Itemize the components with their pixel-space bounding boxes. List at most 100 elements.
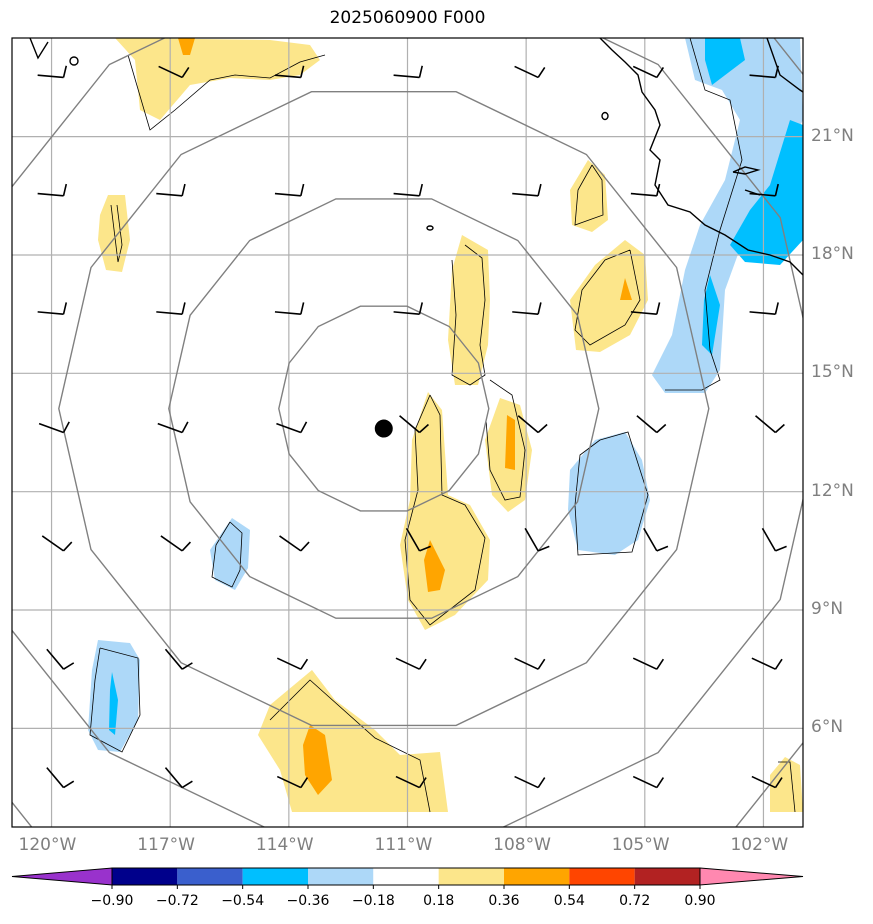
wind-barb: [514, 775, 546, 789]
wind-barb: [279, 535, 310, 552]
colorbar-tick-label: −0.72: [155, 893, 199, 909]
latitude-label: 12°N: [811, 480, 854, 501]
wind-barb: [524, 527, 550, 552]
positive-anomaly-region: [770, 757, 803, 812]
wind-barb: [514, 657, 546, 670]
longitude-label: 105°W: [611, 835, 670, 855]
wind-barb: [395, 775, 427, 789]
contour-line: [778, 761, 796, 813]
negative-anomaly-region: [568, 432, 650, 555]
wind-barb: [46, 648, 75, 670]
contour-line: [665, 38, 743, 391]
contour-line: [485, 379, 526, 501]
colorbar-segment: [177, 868, 243, 885]
wind-barb: [632, 657, 665, 670]
wind-barb: [164, 767, 193, 789]
range-ring: [278, 305, 490, 512]
colorbar-segment: [634, 868, 700, 885]
contour-line: [127, 54, 326, 131]
positive-anomaly-core: [424, 540, 445, 592]
contour-line: [211, 521, 243, 588]
colorbar-tick-label: −0.90: [90, 893, 134, 909]
colorbar-extend-low: [11, 867, 113, 886]
wind-barb: [630, 183, 661, 197]
colorbar-tick-label: −0.18: [351, 893, 395, 909]
negative-anomaly-core: [730, 120, 803, 265]
longitude-label: 108°W: [493, 835, 551, 855]
colorbar-tick-label: 0.18: [423, 893, 455, 909]
colorbar-segment: [308, 868, 374, 885]
negative-anomaly-core: [705, 38, 745, 85]
wind-barb: [37, 302, 68, 315]
wind-barb: [395, 657, 427, 670]
contour-line: [574, 431, 649, 556]
coastline-baja: [766, 38, 803, 93]
wind-barb: [46, 767, 75, 789]
colorbar-tick-label: 0.54: [553, 893, 585, 909]
wind-barb: [755, 415, 785, 434]
wind-barb: [405, 527, 431, 552]
wind-barb: [514, 65, 546, 79]
wind-barb: [517, 415, 548, 434]
wind-barb: [41, 535, 73, 552]
longitude-label: 114°W: [255, 835, 314, 855]
colorbar-frame: [111, 867, 701, 886]
wind-barb: [164, 648, 193, 670]
latitude-label: 6°N: [811, 717, 844, 738]
colorbar-tick-label: 0.36: [488, 893, 520, 909]
wind-barb: [643, 527, 669, 552]
island-outline: [426, 225, 434, 231]
range-ring: [168, 198, 600, 619]
wind-barb: [399, 415, 429, 434]
coastline: [29, 38, 803, 276]
longitude-label: 102°W: [730, 835, 789, 855]
positive-anomaly-region: [570, 160, 608, 232]
colorbar-tick-label: −0.54: [221, 893, 265, 909]
wind-barb: [632, 65, 665, 79]
positive-anomaly-region: [258, 670, 448, 812]
wind-barb: [37, 183, 68, 197]
wind-barb: [749, 65, 779, 79]
contour-line: [89, 647, 141, 753]
latitude-label: 15°N: [811, 362, 854, 383]
colorbar-tick-label: −0.36: [286, 893, 330, 909]
wind-barb: [512, 302, 542, 315]
wind-barb: [749, 302, 779, 315]
wind-barb: [512, 183, 542, 197]
map-title: 2025060900 F000: [329, 8, 486, 28]
range-ring: [58, 90, 710, 727]
positive-anomaly-core: [303, 725, 332, 795]
longitude-label: 111°W: [374, 835, 433, 855]
coastline-lake: [732, 166, 761, 175]
wind-barb: [749, 183, 779, 197]
positive-anomaly-region: [448, 235, 490, 385]
negative-anomaly-core: [109, 672, 118, 735]
island-outline: [69, 56, 79, 66]
wind-barbs: [37, 65, 787, 789]
wind-barb: [276, 657, 309, 670]
colorbar-segment: [569, 868, 635, 885]
colorbar-segment: [373, 868, 439, 885]
wind-barb: [156, 183, 186, 197]
negative-anomaly-region: [652, 38, 803, 393]
wind-barb: [158, 65, 190, 79]
contour-line: [269, 679, 431, 813]
latitude-label: 18°N: [811, 243, 854, 264]
latitude-label: 21°N: [811, 125, 854, 146]
colorbar-segment: [242, 868, 308, 885]
graticule: [12, 38, 803, 827]
wind-barb: [761, 527, 787, 552]
colorbar-segment: [504, 868, 570, 885]
anomaly-contour-layer: [89, 38, 796, 813]
negative-anomaly-core: [702, 275, 720, 355]
wind-barb: [276, 775, 309, 789]
latitude-label: 9°N: [811, 599, 844, 620]
wind-barb: [751, 657, 783, 670]
wind-barb: [160, 535, 191, 552]
wind-barb: [393, 183, 424, 197]
colorbar-segment: [438, 868, 504, 885]
colorbar-tick-label: 0.90: [684, 893, 716, 909]
positive-anomaly-core: [505, 415, 515, 470]
wind-barb: [636, 415, 667, 434]
